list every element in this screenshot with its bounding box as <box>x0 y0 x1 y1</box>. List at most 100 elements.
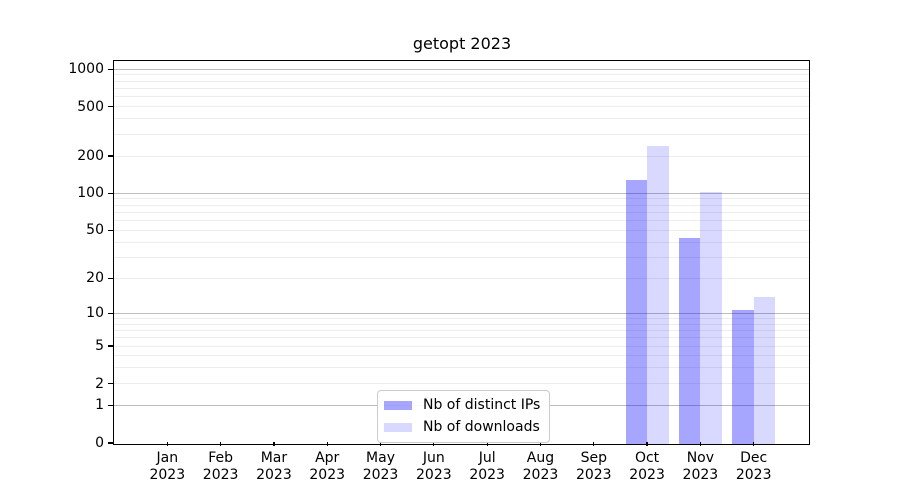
x-tick-mark-oct-2023 <box>646 442 648 446</box>
x-tick-line: 2023 <box>735 467 772 483</box>
x-tick-label-jan-2023: Jan 2023 <box>122 450 212 484</box>
gridline-minor-60 <box>114 220 809 222</box>
x-tick-line: 2023 <box>149 467 186 483</box>
gridline-minor-5 <box>114 345 809 347</box>
x-tick-mark-dec-2023 <box>753 442 755 446</box>
gridline-minor-20 <box>114 277 809 279</box>
y-tick-mark-1 <box>107 404 113 407</box>
legend-item-distinct-ips: Nb of distinct IPs <box>384 397 540 414</box>
x-tick-line: 2023 <box>416 467 452 483</box>
chart-title: getopt 2023 <box>412 34 512 53</box>
x-tick-label-jul-2023: Jul 2023 <box>442 450 532 484</box>
x-tick-line: Aug <box>526 450 555 466</box>
gridline-minor-90 <box>114 198 809 200</box>
x-tick-mark-mar-2023 <box>273 442 275 446</box>
x-tick-line: Jul <box>478 450 496 466</box>
x-tick-mark-jun-2023 <box>433 442 435 446</box>
y-tick-label-20: 20 <box>86 270 104 287</box>
x-tick-label-nov-2023: Nov 2023 <box>655 450 745 484</box>
x-tick-line: 2023 <box>575 467 612 483</box>
legend-label-downloads: Nb of downloads <box>423 419 540 435</box>
gridline-minor-700 <box>114 87 809 89</box>
x-tick-line: 2023 <box>682 467 719 483</box>
y-tick-mark-2 <box>107 382 113 385</box>
y-tick-mark-50 <box>107 229 113 231</box>
x-tick-label-apr-2023: Apr 2023 <box>282 450 372 484</box>
legend-item-downloads: Nb of downloads <box>384 419 540 436</box>
gridline-minor-3 <box>114 367 809 369</box>
bar-nb-of-distinct-ips-dec-2023 <box>732 309 754 444</box>
gridline-minor-8 <box>114 323 809 325</box>
bar-nb-of-downloads-oct-2023 <box>647 146 669 444</box>
y-tick-mark-100 <box>107 192 113 194</box>
y-tick-label-200: 200 <box>77 148 104 165</box>
x-tick-line: Mar <box>260 450 288 466</box>
x-tick-line: Jan <box>156 450 179 466</box>
x-tick-line: Apr <box>315 450 340 466</box>
bar-nb-of-downloads-dec-2023 <box>753 297 776 444</box>
legend: Nb of distinct IPs Nb of downloads <box>377 390 551 443</box>
gridline-minor-200 <box>114 155 809 157</box>
gridline-minor-500 <box>114 106 809 108</box>
y-tick-label-5: 5 <box>95 338 104 355</box>
x-tick-line: 2023 <box>629 467 665 483</box>
x-tick-mark-feb-2023 <box>220 442 222 446</box>
bar-nb-of-downloads-nov-2023 <box>700 191 722 444</box>
x-tick-label-may-2023: May 2023 <box>336 450 426 484</box>
x-tick-line: 2023 <box>469 467 505 483</box>
x-tick-line: Nov <box>686 450 715 466</box>
x-tick-line: 2023 <box>309 467 346 483</box>
gridline-minor-7 <box>114 329 809 331</box>
x-tick-label-dec-2023: Dec 2023 <box>709 450 799 484</box>
y-tick-label-500: 500 <box>77 98 104 115</box>
gridline-major-100 <box>114 192 809 194</box>
y-tick-mark-10 <box>107 312 113 314</box>
x-tick-line: 2023 <box>522 467 559 483</box>
x-tick-mark-jan-2023 <box>166 442 168 446</box>
x-tick-mark-jul-2023 <box>486 442 488 446</box>
x-tick-line: Dec <box>740 450 768 466</box>
plot-area: 0 1 2 5 10 20 50 100 200 500 1000 Jan 2023 Feb 2023 Mar… <box>68 60 810 483</box>
legend-swatch-distinct-ips <box>384 400 412 411</box>
gridline-minor-70 <box>114 211 809 213</box>
bar-nb-of-distinct-ips-nov-2023 <box>678 238 701 444</box>
y-tick-mark-20 <box>107 277 113 279</box>
x-tick-mark-apr-2023 <box>326 442 328 446</box>
gridline-minor-400 <box>114 118 809 120</box>
x-tick-line: May <box>366 450 395 466</box>
y-tick-mark-5 <box>107 345 113 347</box>
x-tick-mark-nov-2023 <box>699 442 701 446</box>
gridline-minor-600 <box>114 96 809 98</box>
legend-label-distinct-ips: Nb of distinct IPs <box>423 397 541 413</box>
x-tick-mark-may-2023 <box>379 442 382 446</box>
x-tick-line: 2023 <box>362 467 399 483</box>
y-tick-label-1000: 1000 <box>68 61 104 78</box>
y-tick-mark-1000 <box>107 68 113 70</box>
x-tick-line: Oct <box>634 450 660 466</box>
gridline-minor-40 <box>114 241 809 243</box>
gridline-minor-300 <box>114 133 809 135</box>
x-tick-label-feb-2023: Feb 2023 <box>176 450 266 484</box>
x-tick-line: Sep <box>580 450 607 466</box>
x-tick-label-oct-2023: Oct 2023 <box>602 450 692 484</box>
x-tick-line: 2023 <box>256 467 292 483</box>
y-tick-label-2: 2 <box>95 375 104 392</box>
gridline-minor-4 <box>114 355 809 357</box>
x-tick-label-jun-2023: Jun 2023 <box>389 450 479 484</box>
x-tick-line: Jun <box>422 450 445 466</box>
bar-nb-of-distinct-ips-oct-2023 <box>625 180 648 444</box>
y-tick-label-50: 50 <box>86 222 104 239</box>
gridline-minor-2 <box>114 383 809 385</box>
y-tick-mark-200 <box>107 155 113 157</box>
gridline-minor-6 <box>114 337 809 339</box>
gridline-major-1000 <box>114 68 809 70</box>
gridline-minor-9 <box>114 317 809 319</box>
y-tick-label-10: 10 <box>86 305 104 322</box>
gridline-major-10 <box>114 312 809 314</box>
x-tick-mark-sep-2023 <box>593 442 595 446</box>
x-tick-label-mar-2023: Mar 2023 <box>229 450 319 484</box>
x-tick-line: Feb <box>208 450 233 466</box>
gridline-minor-800 <box>114 80 809 82</box>
x-tick-mark-aug-2023 <box>539 442 542 446</box>
